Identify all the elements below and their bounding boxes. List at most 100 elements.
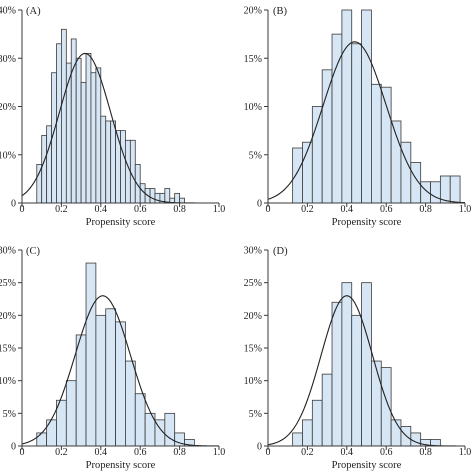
panel-a-bar bbox=[65, 62, 72, 204]
panel-d-y-tick-label: 15% bbox=[244, 344, 262, 355]
panel-a-bar bbox=[154, 192, 161, 204]
panel-a-bar bbox=[149, 188, 156, 204]
panel-b-bar bbox=[292, 147, 303, 204]
panel-b-x-axis-title: Propensity score bbox=[332, 217, 402, 228]
panel-d-x-tick-label: 0 bbox=[266, 447, 271, 458]
panel-b-bar bbox=[371, 83, 382, 204]
panel-a-bar bbox=[56, 43, 62, 204]
panel-c-x-tick-label: 0.2 bbox=[55, 447, 68, 458]
panel-d-label: (D) bbox=[273, 246, 288, 257]
panel-b-x-tick-label: 0.2 bbox=[301, 204, 314, 215]
panel-d-y-tick-label: 10% bbox=[244, 376, 262, 387]
panel-d-bar bbox=[311, 399, 323, 447]
panel-d-x-tick-label: 1.0 bbox=[459, 447, 472, 458]
panel-c-label: (C) bbox=[26, 246, 41, 257]
panel-a-bar bbox=[164, 188, 171, 204]
panel-b-bar bbox=[341, 9, 353, 204]
panel-a-bar bbox=[80, 81, 87, 204]
panel-d-y-tick-label: 20% bbox=[244, 311, 262, 322]
panel-d-bar bbox=[302, 419, 313, 447]
panel-a-x-tick-label: 1.0 bbox=[213, 204, 226, 215]
panel-b-y-tick-label: 10% bbox=[244, 102, 262, 113]
panel-b-bar bbox=[311, 106, 323, 204]
panel-a-x-tick-label: 0.2 bbox=[55, 204, 68, 215]
panel-d-bar bbox=[380, 367, 392, 447]
panel-c-x-tick-label: 0 bbox=[20, 447, 25, 458]
panel-b-y-tick-label: 5% bbox=[249, 150, 262, 161]
panel-c-x-tick-label: 0.4 bbox=[95, 447, 108, 458]
panel-d-x-tick-label: 0.2 bbox=[301, 447, 314, 458]
panel-a-bar bbox=[125, 139, 131, 204]
panel-c-y-tick-label: 10% bbox=[0, 376, 16, 387]
panel-b-bar bbox=[361, 9, 372, 204]
panel-c-y-tick-label: 5% bbox=[3, 409, 16, 420]
panel-b-bar bbox=[430, 181, 441, 204]
panel-a-bar bbox=[105, 120, 112, 204]
panel-c-x-tick-label: 1.0 bbox=[213, 447, 226, 458]
panel-a-bar bbox=[41, 135, 48, 204]
panel-b-density-curve bbox=[267, 41, 466, 204]
panel-c-bar bbox=[105, 308, 116, 447]
panel-b-y-tick-label: 20% bbox=[244, 6, 262, 17]
panel-b: 0 0.2 0.4 0.6 0.8 1.0 0 5% 10% 15% 20% Propensity s… bbox=[244, 6, 472, 229]
panel-a: 0 0.2 0.4 0.6 0.8 1.0 0 10% 20% 30% 40% Propensity … bbox=[0, 6, 225, 229]
panel-d-x-tick-label: 0.6 bbox=[380, 447, 393, 458]
panel-a-label: (A) bbox=[26, 6, 41, 17]
panel-c-x-tick-label: 0.6 bbox=[134, 447, 147, 458]
panel-d: 0 0.2 0.4 0.6 0.8 1.0 0 5% 10% 15% 20% 25% 30% Propen… bbox=[244, 246, 472, 472]
panel-a-x-tick-label: 0.6 bbox=[134, 204, 147, 215]
panel-d-y-tick-label: 0 bbox=[257, 442, 262, 453]
panel-a-bar bbox=[120, 130, 126, 204]
panel-a-y-tick-label: 30% bbox=[0, 54, 16, 65]
panel-c-bar bbox=[115, 321, 126, 447]
panel-c-density-curve bbox=[21, 295, 220, 447]
panel-c-y-tick-label: 25% bbox=[0, 278, 16, 289]
panel-c-y-tick-label: 0 bbox=[11, 442, 16, 453]
panel-b-x-tick-label: 0.6 bbox=[380, 204, 393, 215]
panel-c-bar bbox=[36, 432, 48, 447]
panel-d-bar bbox=[410, 432, 422, 447]
panel-b-x-tick-label: 0.8 bbox=[419, 204, 432, 215]
panel-c-bar bbox=[95, 314, 107, 447]
panel-c-x-tick-label: 0.8 bbox=[173, 447, 186, 458]
panel-d-x-tick-label: 0.8 bbox=[419, 447, 432, 458]
panel-a-bar bbox=[100, 115, 107, 204]
panel-a-y-tick-label: 10% bbox=[0, 150, 16, 161]
panel-c-y-tick-label: 30% bbox=[0, 246, 16, 257]
panel-a-bar bbox=[85, 53, 92, 204]
panel-c-bar bbox=[125, 360, 136, 447]
panel-c-bar bbox=[46, 419, 57, 447]
panel-a-bar bbox=[129, 139, 136, 204]
panel-d-y-tick-label: 5% bbox=[249, 409, 262, 420]
panel-a-x-tick-label: 0 bbox=[20, 204, 25, 215]
panel-b-y-tick-label: 0 bbox=[257, 199, 262, 210]
panel-a-bar bbox=[110, 120, 116, 204]
panel-a-bar bbox=[179, 197, 185, 204]
panel-a-y-tick-label: 0 bbox=[11, 199, 16, 210]
panel-a-bar bbox=[75, 57, 82, 204]
panel-d-x-axis-title: Propensity score bbox=[332, 460, 402, 471]
panel-c-y-tick-label: 15% bbox=[0, 344, 16, 355]
panel-a-bar bbox=[90, 72, 97, 204]
panel-b-label: (B) bbox=[273, 6, 288, 17]
panel-c-x-axis-title: Propensity score bbox=[86, 460, 156, 471]
panel-b-bar bbox=[331, 33, 343, 204]
panel-c: 0 0.2 0.4 0.6 0.8 1.0 0 5% 10% 15% 20% 25% 30% Propen… bbox=[0, 246, 225, 472]
panel-d-bar bbox=[292, 432, 303, 447]
panel-a-y-tick-label: 40% bbox=[0, 6, 16, 17]
panel-a-x-tick-label: 0.4 bbox=[95, 204, 108, 215]
panel-d-bar bbox=[341, 282, 353, 447]
panel-a-bar bbox=[134, 163, 141, 204]
panel-b-x-tick-label: 0 bbox=[266, 204, 271, 215]
panel-d-bar bbox=[331, 301, 343, 447]
panel-d-bar bbox=[321, 373, 333, 447]
panel-c-bar bbox=[65, 380, 77, 447]
panel-c-bar bbox=[134, 393, 146, 447]
panel-b-bar bbox=[351, 43, 362, 204]
panel-a-bar bbox=[61, 28, 67, 204]
panel-c-bar bbox=[75, 334, 87, 447]
panel-a-x-axis-title: Propensity score bbox=[86, 217, 156, 228]
panel-d-bar bbox=[361, 282, 372, 447]
panel-b-bar bbox=[449, 175, 461, 204]
